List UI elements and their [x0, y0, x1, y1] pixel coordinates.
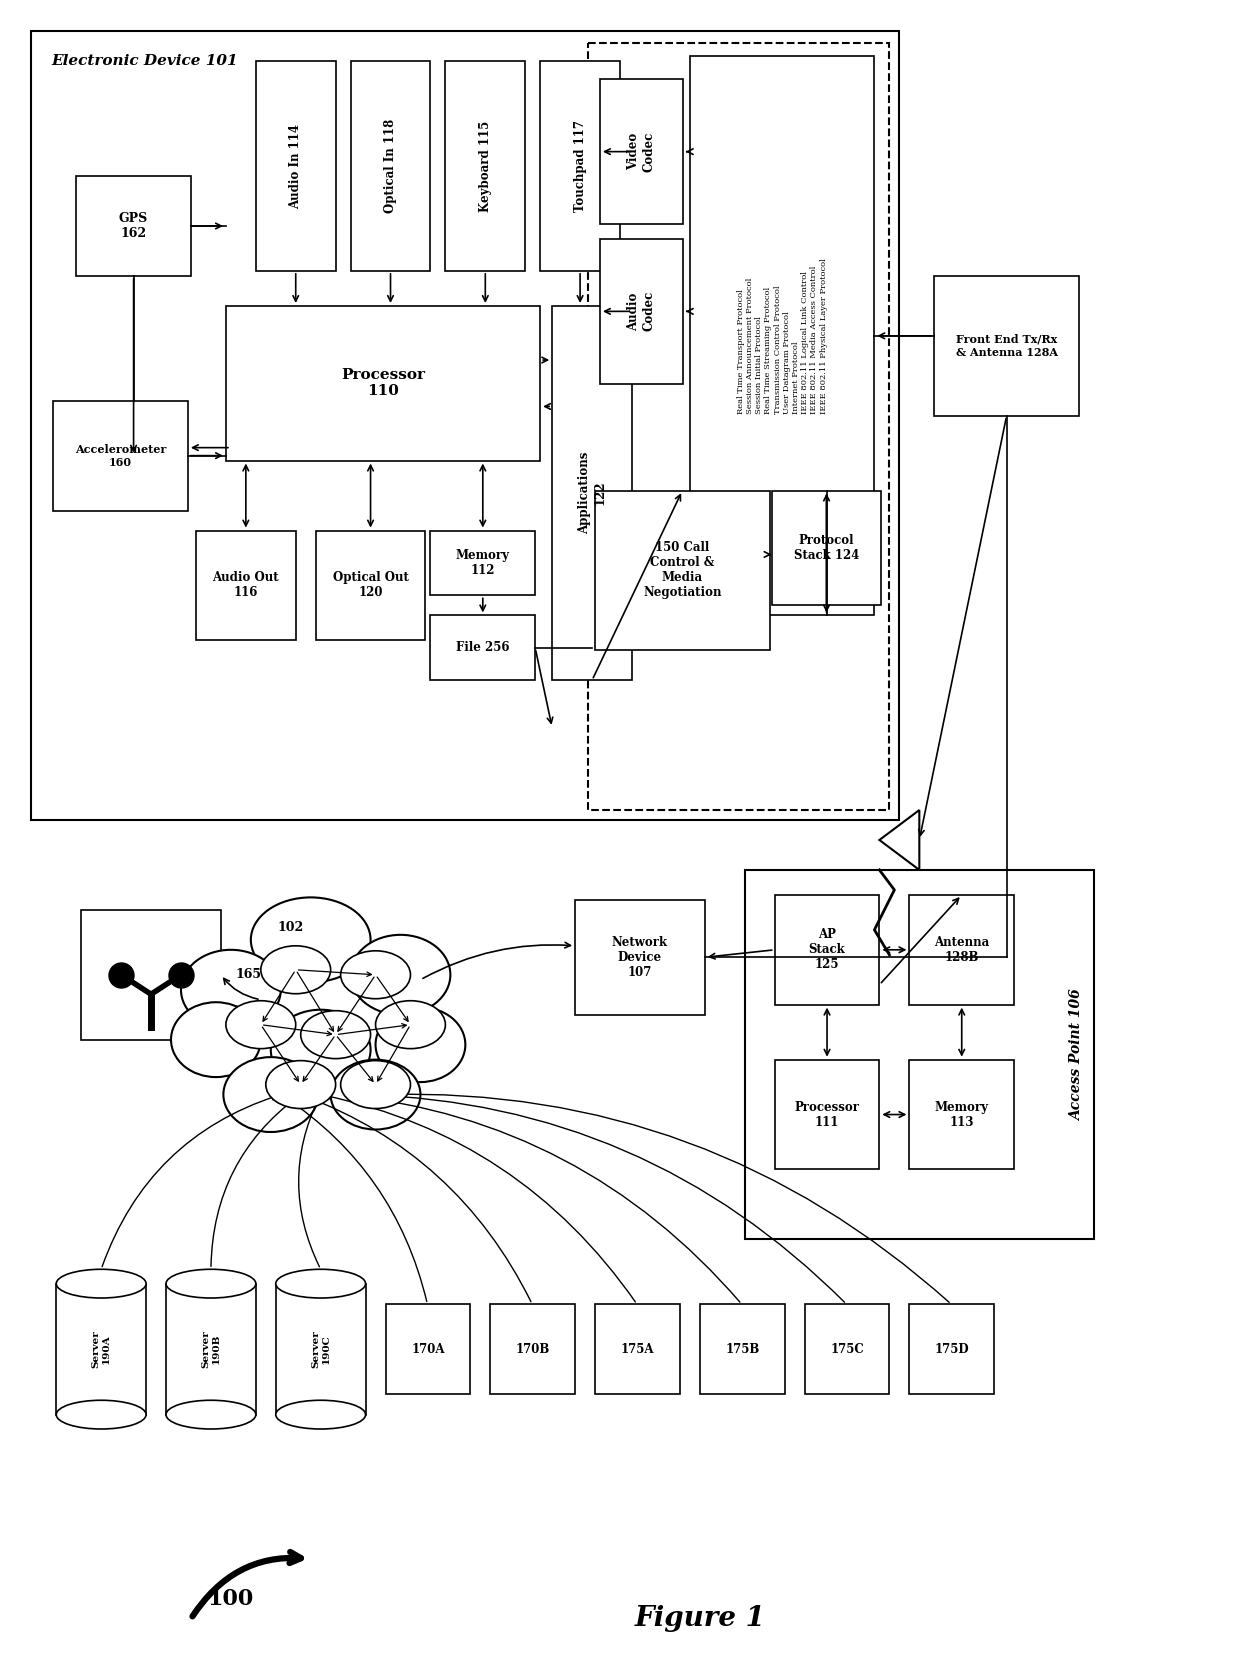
Ellipse shape [181, 950, 280, 1030]
Bar [226, 305, 541, 460]
Bar [351, 62, 430, 272]
Text: Server
190B: Server 190B [201, 1330, 221, 1369]
Text: Network
Device
107: Network Device 107 [611, 935, 668, 979]
Text: Optical Out
120: Optical Out 120 [332, 572, 408, 600]
Text: Electronic Device 101: Electronic Device 101 [51, 55, 238, 68]
Ellipse shape [56, 1400, 146, 1429]
Bar [490, 1304, 575, 1394]
Ellipse shape [376, 1007, 465, 1082]
Bar [430, 615, 536, 680]
Text: AP
Stack
125: AP Stack 125 [808, 929, 846, 972]
Text: Protocol
Stack 124: Protocol Stack 124 [794, 533, 859, 562]
Text: 175D: 175D [935, 1342, 970, 1355]
Bar [689, 57, 874, 615]
Text: 150 Call
Control &
Media
Negotiation: 150 Call Control & Media Negotiation [644, 542, 722, 600]
Bar [196, 530, 295, 640]
Text: Memory
112: Memory 112 [456, 548, 510, 577]
Bar [699, 1304, 785, 1394]
Ellipse shape [270, 1010, 371, 1090]
Bar [909, 1304, 994, 1394]
Text: 165: 165 [236, 969, 262, 982]
Text: File 256: File 256 [456, 642, 510, 655]
Bar [745, 870, 1094, 1239]
Bar [588, 43, 889, 810]
Ellipse shape [301, 1010, 371, 1059]
Bar [552, 305, 632, 680]
Ellipse shape [265, 1060, 336, 1109]
Text: Audio Out
116: Audio Out 116 [212, 572, 279, 600]
Ellipse shape [341, 950, 410, 999]
Text: Server
190C: Server 190C [311, 1330, 330, 1369]
Ellipse shape [171, 1002, 260, 1077]
Bar [275, 1284, 366, 1415]
Bar [775, 895, 879, 1005]
Bar [805, 1304, 889, 1394]
Bar [76, 177, 191, 277]
Ellipse shape [250, 897, 371, 982]
Ellipse shape [166, 1400, 255, 1429]
Bar [775, 1060, 879, 1170]
Ellipse shape [226, 1000, 295, 1049]
Ellipse shape [376, 1000, 445, 1049]
Bar [316, 530, 425, 640]
Text: Keyboard 115: Keyboard 115 [479, 120, 492, 212]
Text: Optical In 118: Optical In 118 [384, 118, 397, 213]
Text: Front End Tx/Rx
& Antenna 128A: Front End Tx/Rx & Antenna 128A [956, 333, 1058, 358]
Text: 175A: 175A [621, 1342, 655, 1355]
Ellipse shape [260, 945, 331, 994]
Text: 170B: 170B [516, 1342, 549, 1355]
Bar [595, 490, 770, 650]
Text: Accelerometer
160: Accelerometer 160 [74, 443, 166, 467]
Text: Access Point 106: Access Point 106 [1070, 989, 1084, 1120]
Ellipse shape [331, 1060, 420, 1130]
Bar [53, 400, 188, 510]
Ellipse shape [351, 935, 450, 1015]
Text: 175B: 175B [725, 1342, 759, 1355]
Text: 100: 100 [208, 1587, 254, 1610]
Text: Processor
110: Processor 110 [341, 368, 425, 398]
Bar [909, 1060, 1014, 1170]
Bar [771, 490, 882, 605]
Bar [600, 238, 683, 383]
Bar [445, 62, 526, 272]
Bar [56, 1284, 146, 1415]
Bar [909, 895, 1014, 1005]
Text: Applications
122: Applications 122 [578, 452, 606, 533]
Bar [386, 1304, 470, 1394]
Text: Audio
Codec: Audio Codec [627, 292, 656, 332]
Text: Touchpad 117: Touchpad 117 [574, 120, 587, 212]
Bar [541, 62, 620, 272]
Bar [31, 32, 899, 820]
Bar [430, 530, 536, 595]
Text: Real Time Transport Protocol
Session Announcement Protocol
Session Initial Proto: Real Time Transport Protocol Session Ann… [737, 258, 827, 413]
Ellipse shape [341, 1060, 410, 1109]
Text: 170A: 170A [412, 1342, 445, 1355]
Text: Audio In 114: Audio In 114 [289, 123, 303, 208]
Ellipse shape [56, 1269, 146, 1299]
Text: Processor
111: Processor 111 [795, 1100, 859, 1129]
Ellipse shape [223, 1057, 319, 1132]
Ellipse shape [166, 1269, 255, 1299]
Bar [595, 1304, 680, 1394]
Bar [575, 900, 704, 1015]
Text: Antenna
128B: Antenna 128B [934, 935, 990, 964]
Bar [166, 1284, 255, 1415]
Text: GPS
162: GPS 162 [119, 212, 149, 240]
Bar [255, 62, 336, 272]
Text: Video
Codec: Video Codec [627, 132, 656, 172]
Ellipse shape [275, 1269, 366, 1299]
Text: 102: 102 [278, 922, 304, 934]
Bar [600, 80, 683, 223]
Ellipse shape [275, 1400, 366, 1429]
Text: 175C: 175C [830, 1342, 864, 1355]
Text: Figure 1: Figure 1 [635, 1605, 765, 1632]
Text: Memory
113: Memory 113 [935, 1100, 988, 1129]
Bar [934, 277, 1079, 415]
Bar [81, 910, 221, 1040]
Text: Server
190A: Server 190A [92, 1330, 110, 1369]
